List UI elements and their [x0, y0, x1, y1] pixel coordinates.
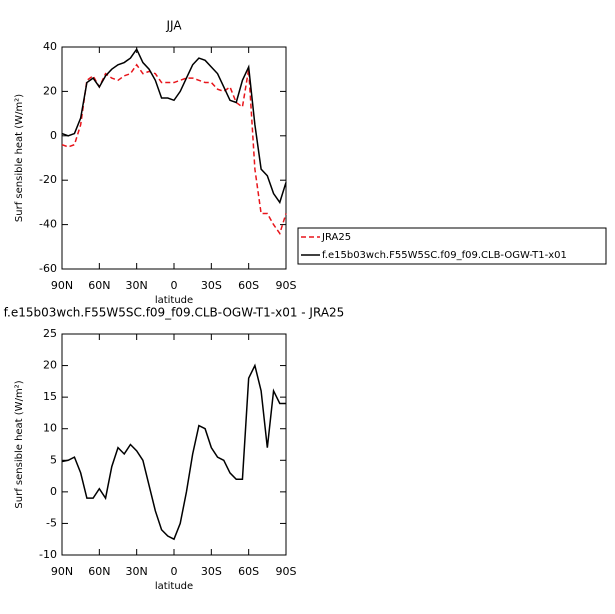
legend-label: f.e15b03wch.F55W5SC.f09_f09.CLB-OGW-T1-x…: [322, 250, 567, 261]
y-tick-label: -40: [39, 218, 57, 231]
y-axis-label: Surf sensible heat (W/m²): [14, 380, 25, 508]
y-tick-label: 0: [50, 485, 57, 498]
y-tick-label: 0: [50, 129, 57, 142]
x-tick-label: 90N: [51, 279, 73, 292]
y-tick-label: 20: [43, 359, 57, 372]
y-tick-label: -5: [46, 516, 57, 529]
x-tick-label: 90S: [276, 279, 297, 292]
x-tick-label: 30S: [201, 565, 222, 578]
y-tick-label: 40: [43, 40, 57, 53]
y-tick-label: -10: [39, 548, 57, 561]
x-tick-label: 60N: [88, 565, 110, 578]
x-tick-label: 0: [171, 565, 178, 578]
y-tick-label: -20: [39, 173, 57, 186]
y-tick-label: 15: [43, 390, 57, 403]
y-tick-label: 5: [50, 453, 57, 466]
y-tick-label: -60: [39, 262, 57, 275]
x-tick-label: 30N: [126, 565, 148, 578]
x-tick-label: 30S: [201, 279, 222, 292]
x-tick-label: 0: [171, 279, 178, 292]
x-axis-label: latitude: [155, 581, 193, 592]
data-line: [61, 363, 286, 541]
x-tick-label: 60N: [88, 279, 110, 292]
y-tick-label: 20: [43, 84, 57, 97]
x-tick-label: 90S: [276, 565, 297, 578]
y-tick-label: 25: [43, 327, 57, 340]
x-axis-label: latitude: [155, 295, 193, 306]
chart-title: f.e15b03wch.F55W5SC.f09_f09.CLB-OGW-T1-x…: [4, 306, 345, 320]
x-tick-label: 60S: [238, 565, 259, 578]
legend-box: [297, 227, 607, 265]
x-tick-label: 90N: [51, 565, 73, 578]
legend-label: JRA25: [321, 232, 351, 243]
chart-title: JJA: [165, 19, 182, 33]
y-tick-label: 10: [43, 422, 57, 435]
data-line: [61, 47, 287, 205]
x-tick-label: 30N: [126, 279, 148, 292]
x-tick-label: 60S: [238, 279, 259, 292]
y-axis-label: Surf sensible heat (W/m²): [14, 94, 25, 222]
